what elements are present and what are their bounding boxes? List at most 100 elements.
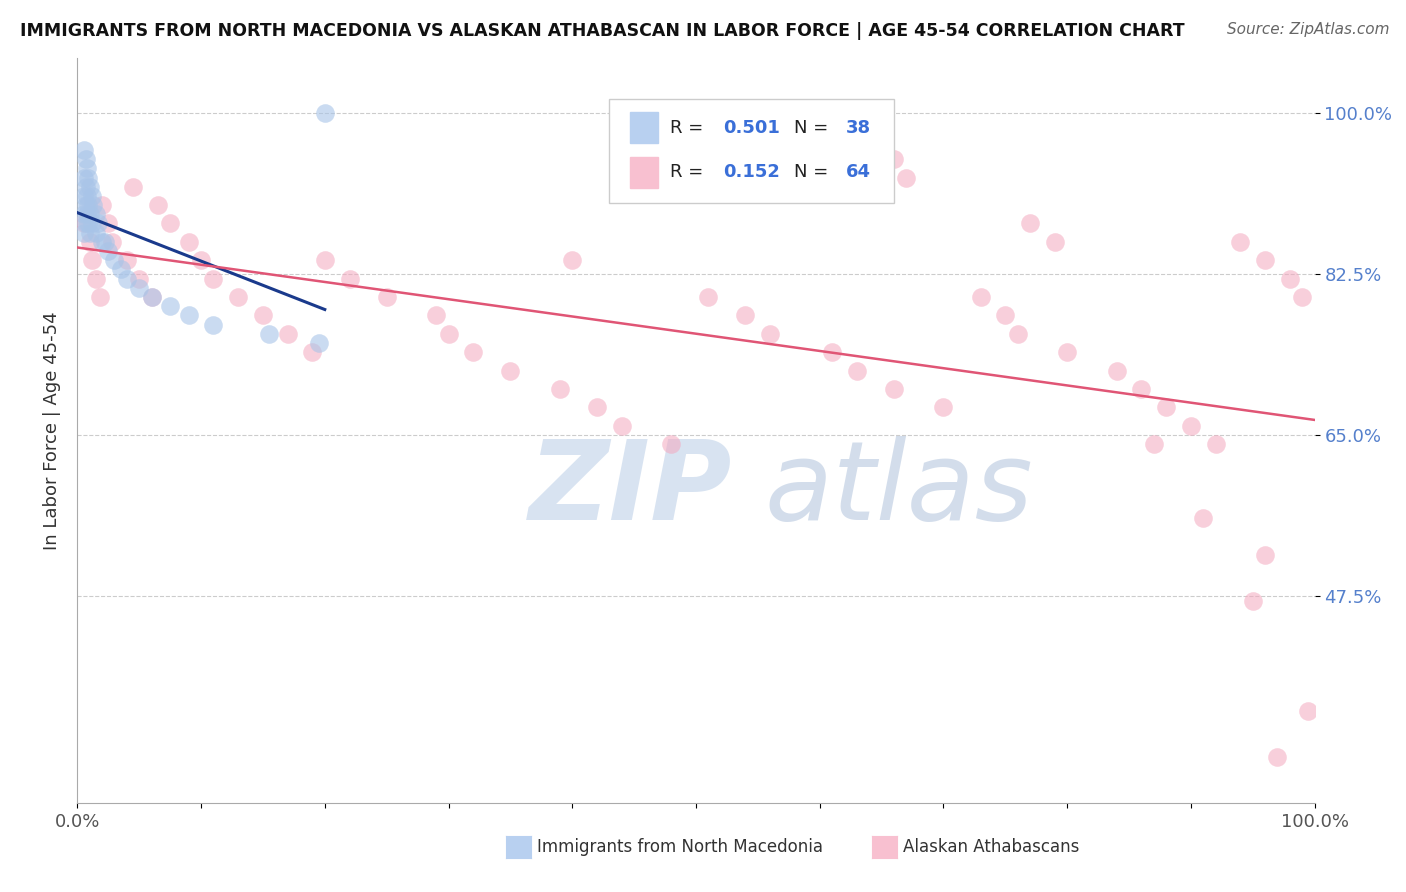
FancyBboxPatch shape [630, 112, 658, 144]
Point [277, 326, 299, 341]
Point [84, 271, 107, 285]
Point [72, 217, 94, 231]
Point [821, 345, 844, 359]
Point [97, 217, 120, 231]
Point [79, 226, 101, 240]
Point [177, 309, 200, 323]
Point [75, 179, 97, 194]
Point [499, 363, 522, 377]
Point [1241, 593, 1264, 607]
Point [128, 281, 150, 295]
Point [1267, 749, 1289, 764]
Point [437, 326, 460, 341]
Point [994, 309, 1017, 323]
Point [301, 345, 323, 359]
Point [93, 235, 115, 249]
Point [77, 217, 100, 231]
Text: 64: 64 [845, 163, 870, 181]
FancyBboxPatch shape [630, 157, 658, 188]
Point [79, 235, 101, 249]
Point [77, 170, 100, 185]
Point [1043, 235, 1066, 249]
Point [76, 207, 98, 221]
Text: IMMIGRANTS FROM NORTH MACEDONIA VS ALASKAN ATHABASCAN IN LABOR FORCE | AGE 45-54: IMMIGRANTS FROM NORTH MACEDONIA VS ALASK… [20, 22, 1184, 40]
Point [146, 198, 169, 212]
Point [1254, 253, 1277, 268]
Point [845, 363, 868, 377]
Point [1291, 290, 1313, 304]
Point [76, 189, 98, 203]
Point [72, 170, 94, 185]
Point [115, 271, 138, 285]
Point [1007, 326, 1029, 341]
Point [586, 401, 609, 415]
Point [89, 290, 111, 304]
Text: N =: N = [794, 119, 834, 136]
Point [91, 198, 114, 212]
Point [314, 253, 336, 268]
Point [110, 262, 132, 277]
Point [75, 217, 97, 231]
Point [76, 161, 98, 176]
Point [72, 207, 94, 221]
Point [425, 309, 447, 323]
Text: R =: R = [671, 119, 709, 136]
Point [84, 207, 107, 221]
Point [463, 345, 485, 359]
Text: R =: R = [671, 163, 709, 181]
Point [97, 244, 120, 258]
Point [91, 235, 114, 249]
Text: 0.152: 0.152 [723, 163, 780, 181]
Point [115, 253, 138, 268]
Point [1019, 217, 1042, 231]
Point [883, 382, 905, 396]
Point [252, 309, 274, 323]
Point [82, 253, 104, 268]
Point [314, 106, 336, 120]
Point [548, 382, 571, 396]
Point [87, 217, 110, 231]
Y-axis label: In Labor Force | Age 45-54: In Labor Force | Age 45-54 [42, 311, 60, 549]
Point [72, 226, 94, 240]
Point [82, 198, 104, 212]
Point [82, 189, 104, 203]
Point [375, 290, 398, 304]
Point [1143, 437, 1166, 451]
Point [202, 318, 225, 332]
Point [932, 401, 955, 415]
Point [1229, 235, 1251, 249]
Point [79, 179, 101, 194]
Point [226, 290, 249, 304]
Point [101, 235, 124, 249]
Point [1205, 437, 1227, 451]
Point [75, 152, 97, 166]
Point [75, 198, 97, 212]
Point [1105, 363, 1128, 377]
Point [190, 253, 212, 268]
Text: atlas: atlas [763, 436, 1032, 543]
Point [759, 326, 782, 341]
Point [1278, 271, 1301, 285]
Text: Immigrants from North Macedonia: Immigrants from North Macedonia [537, 838, 823, 856]
Text: ZIP: ZIP [529, 436, 733, 543]
Point [734, 309, 756, 323]
Point [128, 271, 150, 285]
Text: Source: ZipAtlas.com: Source: ZipAtlas.com [1226, 22, 1389, 37]
Point [1180, 418, 1202, 433]
Point [1254, 548, 1277, 562]
Point [79, 207, 101, 221]
Point [697, 290, 720, 304]
Text: 0.501: 0.501 [723, 119, 780, 136]
Point [659, 437, 682, 451]
Point [870, 134, 893, 148]
Point [82, 217, 104, 231]
Point [1154, 401, 1177, 415]
Point [103, 253, 125, 268]
Point [1056, 345, 1078, 359]
Point [883, 152, 905, 166]
Point [896, 170, 918, 185]
Point [72, 189, 94, 203]
Point [202, 271, 225, 285]
Point [610, 418, 633, 433]
Point [141, 290, 163, 304]
